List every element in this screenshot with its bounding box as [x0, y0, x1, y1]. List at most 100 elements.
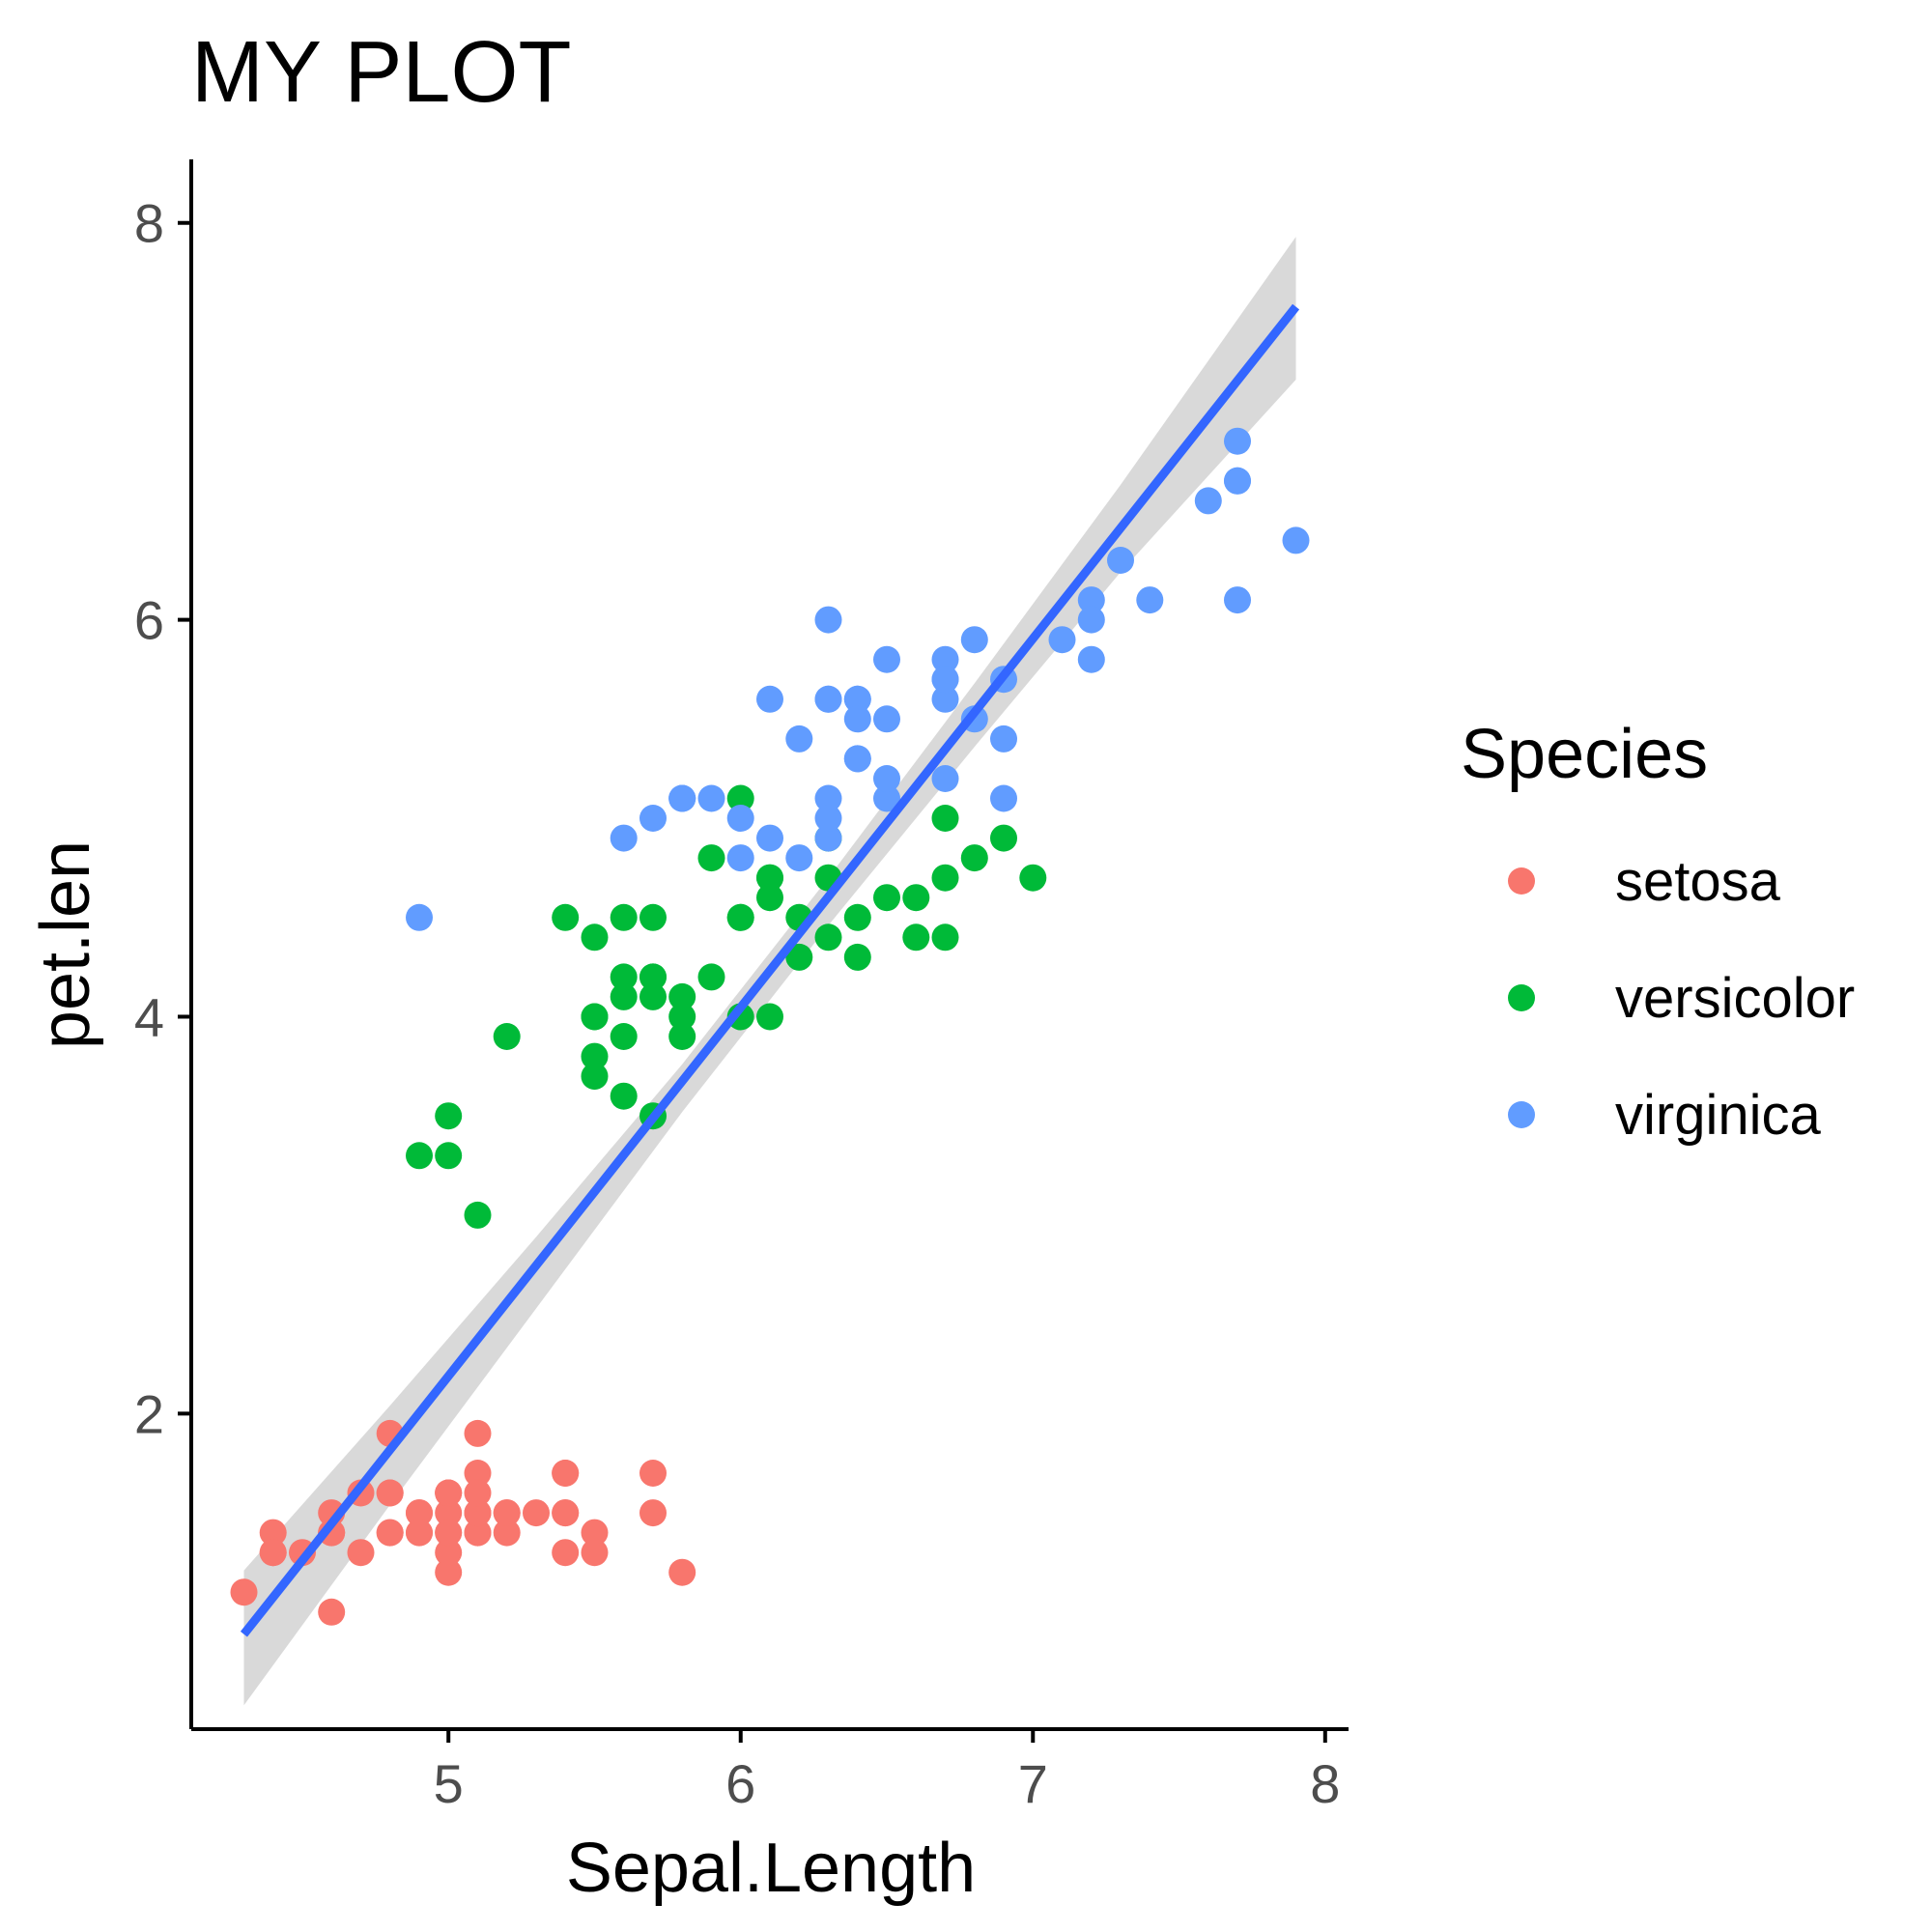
point-virginica — [1107, 547, 1134, 574]
legend-key-versicolor — [1508, 984, 1535, 1011]
point-versicolor — [639, 963, 667, 991]
point-virginica — [1224, 467, 1251, 495]
point-virginica — [931, 645, 959, 673]
point-versicolor — [902, 884, 930, 912]
point-virginica — [843, 705, 871, 733]
point-virginica — [873, 784, 900, 812]
point-setosa — [347, 1539, 375, 1567]
point-setosa — [523, 1499, 550, 1527]
point-setosa — [464, 1499, 492, 1527]
point-virginica — [668, 784, 696, 812]
point-setosa — [259, 1539, 287, 1567]
point-virginica — [814, 606, 842, 634]
point-versicolor — [581, 1003, 609, 1031]
chart-title: MY PLOT — [191, 24, 571, 121]
point-setosa — [581, 1519, 609, 1547]
point-virginica — [1077, 586, 1105, 614]
point-setosa — [259, 1519, 287, 1547]
y-tick-label: 6 — [134, 590, 164, 651]
legend-key-setosa — [1508, 867, 1535, 895]
point-virginica — [639, 805, 667, 832]
point-virginica — [931, 765, 959, 792]
point-virginica — [814, 685, 842, 713]
point-versicolor — [668, 982, 696, 1010]
point-setosa — [435, 1499, 463, 1527]
legend-entries: setosa versicolor virginica — [1508, 850, 1855, 1147]
point-versicolor — [610, 982, 638, 1010]
point-virginica — [1136, 586, 1164, 614]
y-axis-ticks: 2 4 6 8 — [134, 193, 191, 1444]
point-virginica — [931, 685, 959, 713]
point-versicolor — [639, 903, 667, 931]
point-virginica — [610, 824, 638, 852]
x-tick-label: 6 — [725, 1753, 755, 1814]
point-virginica — [873, 645, 900, 673]
point-versicolor — [931, 864, 959, 892]
point-setosa — [639, 1499, 667, 1527]
point-versicolor — [581, 1042, 609, 1070]
point-setosa — [464, 1479, 492, 1507]
legend-label-virginica: virginica — [1615, 1084, 1821, 1147]
legend-label-versicolor: versicolor — [1615, 967, 1855, 1030]
point-virginica — [873, 705, 900, 733]
x-tick-label: 7 — [1018, 1753, 1048, 1814]
point-virginica — [1224, 586, 1251, 614]
regression-line — [240, 303, 1300, 1637]
point-virginica — [931, 666, 959, 694]
x-tick-label: 5 — [434, 1753, 464, 1814]
point-setosa — [318, 1598, 346, 1626]
point-versicolor — [581, 1063, 609, 1091]
point-versicolor — [843, 943, 871, 971]
y-tick-label: 2 — [134, 1383, 164, 1444]
point-setosa — [230, 1578, 258, 1606]
point-setosa — [493, 1519, 521, 1547]
point-virginica — [843, 685, 871, 713]
point-versicolor — [697, 844, 725, 872]
point-versicolor — [552, 903, 580, 931]
point-setosa — [406, 1519, 433, 1547]
point-virginica — [1194, 487, 1222, 515]
point-versicolor — [756, 864, 783, 892]
point-versicolor — [814, 923, 842, 952]
point-setosa — [493, 1499, 521, 1527]
point-setosa — [376, 1519, 404, 1547]
point-versicolor — [581, 923, 609, 952]
point-virginica — [726, 844, 754, 872]
point-virginica — [960, 626, 988, 654]
x-axis-title: Sepal.Length — [566, 1830, 976, 1907]
point-versicolor — [493, 1023, 521, 1050]
point-setosa — [435, 1519, 463, 1547]
y-tick-label: 8 — [134, 193, 164, 254]
point-setosa — [464, 1519, 492, 1547]
point-versicolor — [435, 1142, 463, 1170]
point-setosa — [639, 1460, 667, 1487]
point-virginica — [814, 784, 842, 812]
points-layer — [230, 427, 1310, 1626]
point-versicolor — [464, 1201, 492, 1229]
point-virginica — [785, 844, 813, 872]
point-virginica — [814, 805, 842, 832]
point-setosa — [435, 1558, 463, 1586]
point-virginica — [843, 745, 871, 773]
point-setosa — [464, 1419, 492, 1447]
point-virginica — [814, 824, 842, 852]
point-setosa — [552, 1499, 580, 1527]
point-virginica — [756, 824, 783, 852]
point-versicolor — [931, 923, 959, 952]
point-virginica — [1077, 606, 1105, 634]
x-tick-label: 8 — [1310, 1753, 1340, 1814]
point-versicolor — [960, 844, 988, 872]
y-tick-label: 4 — [134, 986, 164, 1047]
point-versicolor — [843, 903, 871, 931]
legend: Species setosa versicolor virginica — [1461, 716, 1855, 1147]
point-virginica — [873, 765, 900, 792]
point-versicolor — [610, 903, 638, 931]
point-virginica — [1048, 626, 1076, 654]
point-versicolor — [435, 1102, 463, 1130]
point-versicolor — [785, 943, 813, 971]
point-versicolor — [406, 1142, 433, 1170]
legend-title: Species — [1461, 716, 1708, 793]
point-virginica — [1077, 645, 1105, 673]
point-setosa — [406, 1499, 433, 1527]
point-setosa — [581, 1539, 609, 1567]
